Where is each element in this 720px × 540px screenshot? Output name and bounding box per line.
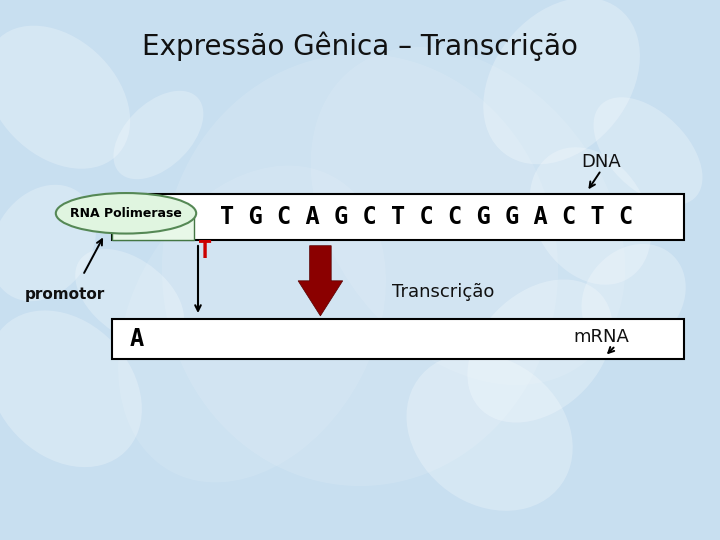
Ellipse shape bbox=[0, 185, 96, 301]
Ellipse shape bbox=[530, 147, 651, 285]
Ellipse shape bbox=[483, 0, 640, 164]
Text: promotor: promotor bbox=[24, 287, 105, 302]
Ellipse shape bbox=[0, 26, 130, 168]
Ellipse shape bbox=[582, 244, 685, 350]
FancyBboxPatch shape bbox=[112, 194, 684, 240]
FancyBboxPatch shape bbox=[112, 319, 684, 359]
FancyBboxPatch shape bbox=[112, 213, 194, 240]
Ellipse shape bbox=[407, 353, 572, 511]
FancyArrow shape bbox=[298, 246, 343, 316]
Text: T: T bbox=[198, 239, 212, 263]
Ellipse shape bbox=[55, 193, 196, 233]
Text: Transcrição: Transcrição bbox=[392, 282, 495, 301]
Text: T G C A G C T C C G G A C T C: T G C A G C T C C G G A C T C bbox=[220, 205, 633, 229]
Text: A: A bbox=[130, 327, 144, 351]
Ellipse shape bbox=[118, 166, 386, 482]
Text: RNA Polimerase: RNA Polimerase bbox=[70, 207, 182, 220]
Ellipse shape bbox=[162, 54, 558, 486]
Ellipse shape bbox=[311, 47, 625, 385]
Ellipse shape bbox=[0, 310, 142, 467]
Ellipse shape bbox=[114, 91, 203, 179]
Ellipse shape bbox=[75, 249, 184, 345]
Text: mRNA: mRNA bbox=[573, 328, 629, 347]
Ellipse shape bbox=[467, 280, 613, 422]
Text: Expressão Gênica – Transcrição: Expressão Gênica – Transcrição bbox=[142, 31, 578, 60]
Text: DNA: DNA bbox=[581, 153, 621, 171]
Ellipse shape bbox=[593, 97, 703, 205]
